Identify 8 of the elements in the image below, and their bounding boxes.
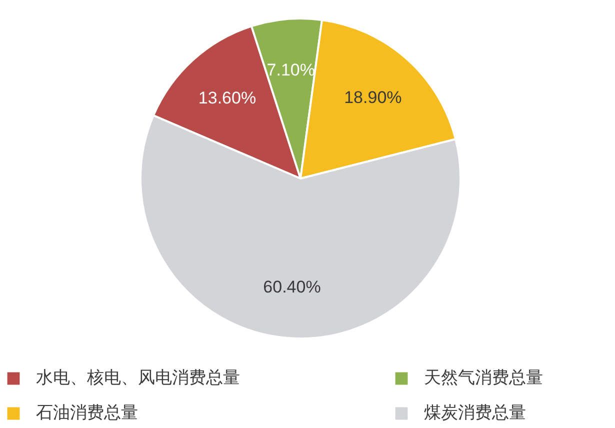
legend-label: 煤炭消费总量 — [424, 402, 526, 424]
data-label: 18.90% — [344, 88, 402, 107]
data-label: 13.60% — [198, 88, 256, 108]
legend-label: 天然气消费总量 — [424, 367, 543, 389]
legend-label: 水电、核电、风电消费总量 — [36, 367, 240, 389]
data-label: 60.40% — [263, 277, 321, 296]
data-label: 7.10% — [266, 60, 316, 80]
legend-label: 石油消费总量 — [36, 402, 138, 424]
